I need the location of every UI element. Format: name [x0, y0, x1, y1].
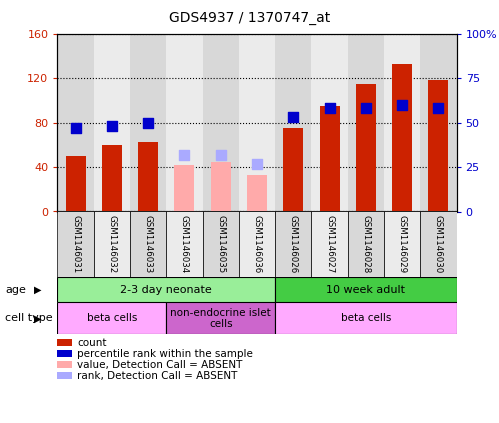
Text: beta cells: beta cells — [341, 313, 391, 323]
Bar — [429, 80, 449, 212]
Text: beta cells: beta cells — [87, 313, 137, 323]
Bar — [65, 156, 85, 212]
Text: percentile rank within the sample: percentile rank within the sample — [77, 349, 253, 359]
Point — [181, 151, 189, 158]
Bar — [57, 302, 166, 334]
Point — [253, 160, 261, 167]
Point — [435, 105, 443, 112]
Bar — [94, 34, 130, 212]
Bar — [283, 128, 303, 212]
Bar — [57, 34, 94, 212]
Text: age: age — [5, 285, 26, 295]
Bar — [211, 162, 231, 212]
Text: GSM1146030: GSM1146030 — [434, 215, 443, 273]
Bar — [275, 34, 311, 212]
Bar — [384, 34, 420, 212]
Bar — [275, 212, 311, 277]
Bar — [203, 34, 239, 212]
Point — [398, 102, 406, 108]
Point — [217, 151, 225, 158]
Text: ▶: ▶ — [34, 313, 41, 323]
Text: GDS4937 / 1370747_at: GDS4937 / 1370747_at — [169, 11, 330, 25]
Bar — [348, 34, 384, 212]
Bar — [239, 212, 275, 277]
Bar — [94, 212, 130, 277]
Bar — [166, 34, 203, 212]
Text: non-endocrine islet
cells: non-endocrine islet cells — [170, 308, 271, 329]
Text: ▶: ▶ — [34, 285, 41, 295]
Text: GSM1146034: GSM1146034 — [180, 215, 189, 273]
Text: cell type: cell type — [5, 313, 52, 323]
Bar — [57, 212, 94, 277]
Text: value, Detection Call = ABSENT: value, Detection Call = ABSENT — [77, 360, 243, 370]
Text: rank, Detection Call = ABSENT: rank, Detection Call = ABSENT — [77, 371, 238, 381]
Point — [325, 105, 333, 112]
Text: GSM1146028: GSM1146028 — [361, 215, 370, 273]
Bar — [166, 302, 275, 334]
Bar — [275, 302, 457, 334]
Bar — [203, 212, 239, 277]
Text: GSM1146033: GSM1146033 — [144, 215, 153, 273]
Bar — [319, 106, 339, 212]
Text: count: count — [77, 338, 107, 348]
Text: GSM1146027: GSM1146027 — [325, 215, 334, 273]
Text: 10 week adult: 10 week adult — [326, 285, 405, 295]
Point — [144, 119, 152, 126]
Bar — [384, 212, 420, 277]
Text: GSM1146036: GSM1146036 — [252, 215, 261, 273]
Text: GSM1146035: GSM1146035 — [216, 215, 225, 273]
Bar — [392, 64, 412, 211]
Text: GSM1146026: GSM1146026 — [289, 215, 298, 273]
Bar — [356, 84, 376, 212]
Bar — [275, 277, 457, 302]
Bar — [57, 277, 275, 302]
Text: GSM1146029: GSM1146029 — [398, 215, 407, 273]
Text: GSM1146031: GSM1146031 — [71, 215, 80, 273]
Bar — [420, 212, 457, 277]
Text: 2-3 day neonate: 2-3 day neonate — [120, 285, 212, 295]
Bar — [311, 212, 348, 277]
Text: GSM1146032: GSM1146032 — [107, 215, 116, 273]
Point — [362, 105, 370, 112]
Bar — [311, 34, 348, 212]
Bar — [175, 165, 195, 212]
Bar — [130, 34, 166, 212]
Bar — [247, 175, 267, 212]
Point — [71, 125, 79, 132]
Point — [108, 123, 116, 129]
Bar — [420, 34, 457, 212]
Bar — [348, 212, 384, 277]
Point — [289, 114, 297, 121]
Bar — [239, 34, 275, 212]
Bar — [138, 142, 158, 212]
Bar — [102, 145, 122, 212]
Bar — [130, 212, 166, 277]
Bar — [166, 212, 203, 277]
